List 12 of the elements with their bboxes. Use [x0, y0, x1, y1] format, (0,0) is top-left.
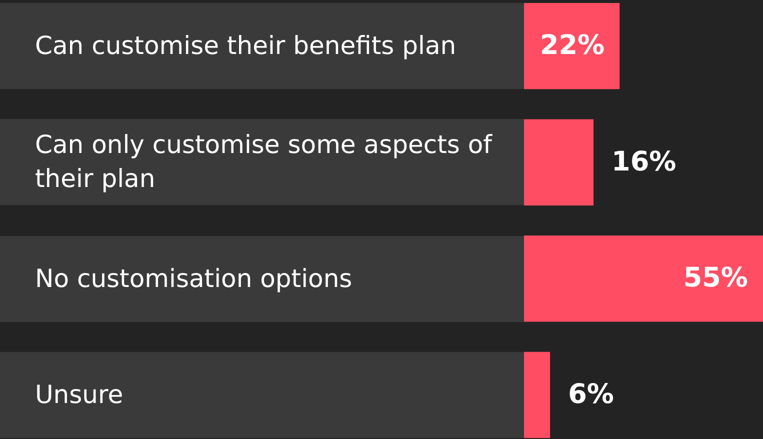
data-label: 16% [612, 146, 676, 178]
y-tick-label: Unsure [0, 352, 524, 438]
bar [524, 352, 550, 438]
data-label: 22% [540, 30, 605, 62]
y-tick-label: Can customise their benefits plan [0, 3, 524, 90]
y-tick-label: Can only customise some aspects of their plan [0, 119, 524, 206]
data-label: 55% [683, 262, 748, 294]
bar [524, 3, 620, 90]
data-label: 6% [568, 378, 614, 410]
bar [524, 119, 594, 206]
y-tick-label: No customisation options [0, 236, 524, 322]
bar [524, 236, 763, 322]
